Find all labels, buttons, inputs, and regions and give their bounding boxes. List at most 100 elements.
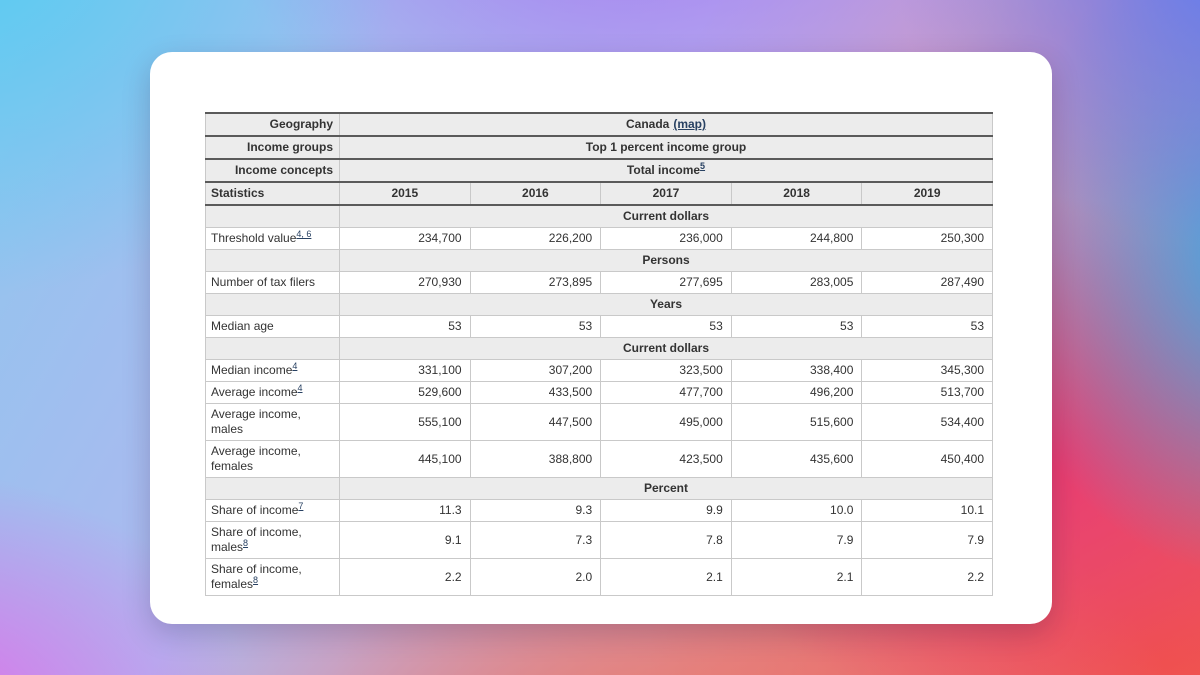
row-label-cell: Median age	[205, 315, 340, 338]
table-row: Median income4 331,100 307,200 323,500 338,4…	[205, 359, 993, 382]
row-label-text: Share of income	[211, 503, 299, 517]
year-column-header: 2018	[730, 181, 863, 206]
footnote-link[interactable]: 4	[297, 383, 303, 393]
year-column-header: 2015	[339, 181, 471, 206]
row-label-cell: Share of income, males8	[205, 521, 340, 559]
value-cell: 423,500	[600, 440, 732, 478]
footnote-link[interactable]: 7	[298, 501, 304, 511]
value-cell: 283,005	[730, 271, 863, 294]
row-label-cell: Share of income7	[205, 499, 340, 522]
income-concepts-value-text: Total income	[626, 163, 701, 177]
income-groups-row: Income groups Top 1 percent income group	[205, 135, 993, 160]
section-label: Percent	[339, 477, 993, 500]
value-cell: 323,500	[600, 359, 732, 382]
value-cell: 477,700	[600, 381, 732, 404]
row-label-text: Number of tax filers	[211, 275, 316, 289]
value-cell: 345,300	[861, 359, 993, 382]
section-empty-cell	[205, 477, 340, 500]
section-label: Current dollars	[339, 204, 993, 228]
value-cell: 433,500	[469, 381, 602, 404]
section-empty-cell	[205, 249, 340, 272]
value-cell: 495,000	[600, 403, 732, 441]
footnote-link[interactable]: 8	[253, 575, 259, 585]
section-empty-cell	[205, 337, 340, 360]
value-cell: 534,400	[861, 403, 993, 441]
table-row: Average income4 529,600 433,500 477,700 496,…	[205, 381, 993, 404]
row-label-text: Average income	[211, 385, 298, 399]
section-empty-cell	[205, 293, 340, 316]
section-header-row: Persons	[205, 249, 993, 272]
geography-value-cell: Canada (map)	[339, 112, 993, 137]
row-label-cell: Median income4	[205, 359, 340, 382]
year-column-header: 2019	[861, 181, 993, 206]
value-cell: 7.8	[600, 521, 732, 559]
value-cell: 7.9	[861, 521, 993, 559]
row-label-text: Median age	[211, 319, 274, 333]
year-column-header: 2016	[469, 181, 602, 206]
section-header-row: Current dollars	[205, 204, 993, 228]
row-label-text: Median income	[211, 363, 293, 377]
content-card: Geography Canada (map) Income groups Top …	[150, 52, 1052, 624]
section-empty-cell	[205, 204, 340, 228]
row-label-text: Share of income, males	[211, 525, 302, 554]
value-cell: 234,700	[339, 227, 471, 250]
value-cell: 307,200	[469, 359, 602, 382]
geography-value-text: Canada	[625, 117, 670, 131]
section-header-row: Years	[205, 293, 993, 316]
row-label-cell: Share of income, females8	[205, 558, 340, 596]
table-row: Share of income, females8 2.2 2.0 2.1 2.1 2.2	[205, 558, 993, 596]
value-cell: 450,400	[861, 440, 993, 478]
value-cell: 388,800	[469, 440, 602, 478]
value-cell: 250,300	[861, 227, 993, 250]
value-cell: 338,400	[730, 359, 863, 382]
value-cell: 53	[469, 315, 602, 338]
section-label: Persons	[339, 249, 993, 272]
footnote-link[interactable]: 4	[292, 361, 298, 371]
value-cell: 435,600	[730, 440, 863, 478]
table-row: Share of income7 11.3 9.3 9.9 10.0 10.1	[205, 499, 993, 522]
value-cell: 9.3	[469, 499, 602, 522]
footnote-link[interactable]: 5	[700, 161, 706, 171]
row-label-text: Average income, males	[211, 407, 301, 436]
value-cell: 273,895	[469, 271, 602, 294]
value-cell: 10.1	[861, 499, 993, 522]
value-cell: 277,695	[600, 271, 732, 294]
value-cell: 447,500	[469, 403, 602, 441]
table-row: Number of tax filers 270,930 273,895 277,69…	[205, 271, 993, 294]
row-label-text: Threshold value	[211, 231, 297, 245]
value-cell: 445,100	[339, 440, 471, 478]
year-column-header: 2017	[600, 181, 732, 206]
table-row: Median age 53 53 53 53 53	[205, 315, 993, 338]
value-cell: 270,930	[339, 271, 471, 294]
income-concepts-value-cell: Total income5	[339, 158, 993, 183]
table-row: Average income, males 555,100 447,500 495,0…	[205, 403, 993, 441]
value-cell: 496,200	[730, 381, 863, 404]
row-label-cell: Threshold value4, 6	[205, 227, 340, 250]
table-row: Average income, females 445,100 388,800 423…	[205, 440, 993, 478]
value-cell: 10.0	[730, 499, 863, 522]
map-link[interactable]: (map)	[673, 117, 707, 131]
section-label: Years	[339, 293, 993, 316]
footnote-link[interactable]: 4, 6	[296, 229, 312, 239]
value-cell: 9.1	[339, 521, 471, 559]
value-cell: 53	[339, 315, 471, 338]
income-concepts-label: Income concepts	[205, 158, 340, 183]
geography-label: Geography	[205, 112, 340, 137]
value-cell: 555,100	[339, 403, 471, 441]
value-cell: 2.2	[339, 558, 471, 596]
value-cell: 11.3	[339, 499, 471, 522]
section-header-row: Percent	[205, 477, 993, 500]
value-cell: 287,490	[861, 271, 993, 294]
footnote-link[interactable]: 8	[243, 538, 249, 548]
value-cell: 53	[600, 315, 732, 338]
section-header-row: Current dollars	[205, 337, 993, 360]
row-label-cell: Average income4	[205, 381, 340, 404]
value-cell: 513,700	[861, 381, 993, 404]
value-cell: 53	[861, 315, 993, 338]
row-label-cell: Average income, females	[205, 440, 340, 478]
table-row: Share of income, males8 9.1 7.3 7.8 7.9 7.9	[205, 521, 993, 559]
income-statistics-table: Geography Canada (map) Income groups Top …	[205, 112, 993, 596]
income-concepts-row: Income concepts Total income5	[205, 158, 993, 183]
section-label: Current dollars	[339, 337, 993, 360]
